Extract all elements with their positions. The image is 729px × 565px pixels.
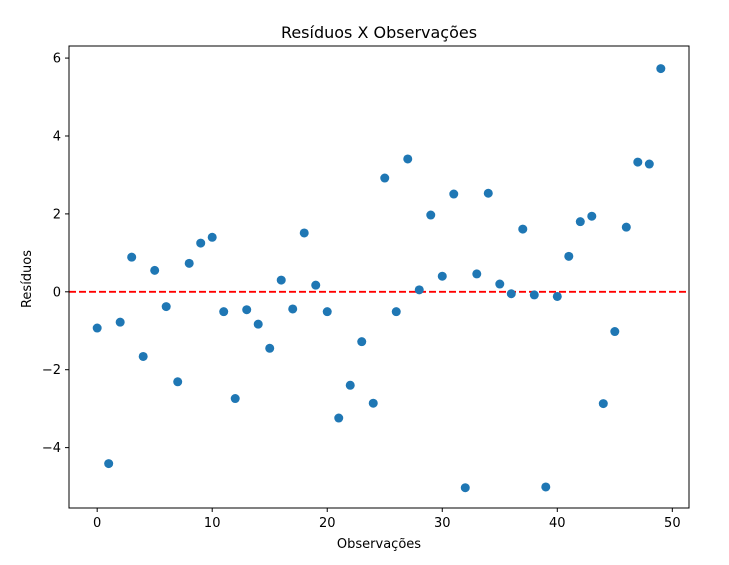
x-tick-label: 0 <box>93 516 101 531</box>
data-point <box>633 157 643 167</box>
data-point <box>357 337 367 347</box>
x-tick-label: 50 <box>664 516 681 531</box>
y-tick-label: 2 <box>53 207 61 222</box>
data-point <box>495 279 505 289</box>
data-point <box>656 64 666 74</box>
data-point <box>242 305 252 315</box>
data-point <box>219 307 229 317</box>
data-point <box>426 210 436 220</box>
data-point <box>380 173 390 183</box>
y-tick-label: −4 <box>42 441 61 456</box>
data-point <box>529 290 539 300</box>
data-point <box>368 398 378 408</box>
data-point <box>173 377 183 387</box>
data-point <box>322 307 332 317</box>
x-tick-label: 30 <box>434 516 451 531</box>
x-axis-label: Observações <box>337 537 421 552</box>
data-point <box>552 291 562 301</box>
data-point <box>92 323 102 333</box>
x-tick-label: 10 <box>204 516 221 531</box>
data-point <box>587 211 597 221</box>
data-point <box>598 399 608 409</box>
data-point <box>115 317 125 327</box>
data-point <box>449 189 459 199</box>
y-tick-label: 6 <box>53 52 61 67</box>
plot-background <box>69 46 689 508</box>
plot-frame <box>68 45 690 509</box>
data-point <box>161 302 171 312</box>
data-point <box>276 275 286 285</box>
data-point <box>196 238 206 248</box>
data-point <box>150 265 160 275</box>
data-point <box>230 394 240 404</box>
data-point <box>127 252 137 262</box>
data-point <box>610 327 620 337</box>
data-point <box>644 159 654 169</box>
data-point <box>345 380 355 390</box>
data-point <box>460 483 470 493</box>
plot-area: 0 10 20 30 40 50 −4 −2 0 2 4 6 <box>42 45 690 531</box>
data-point <box>414 285 424 295</box>
y-tick-label: 0 <box>53 285 61 300</box>
y-tick-label: −2 <box>42 363 61 378</box>
data-point <box>506 289 516 299</box>
data-point <box>253 319 263 329</box>
data-point <box>564 251 574 261</box>
data-point <box>621 222 631 232</box>
y-tick-label: 4 <box>53 129 61 144</box>
data-point <box>437 271 447 281</box>
x-tick-label: 20 <box>319 516 336 531</box>
data-point <box>184 258 194 268</box>
data-point <box>334 413 344 423</box>
data-point <box>207 232 217 242</box>
data-point <box>541 482 551 492</box>
data-point <box>311 280 321 290</box>
data-point <box>518 224 528 234</box>
data-point <box>265 343 275 353</box>
x-tick-label: 40 <box>549 516 566 531</box>
data-point <box>403 154 413 164</box>
data-point <box>391 307 401 317</box>
data-point <box>138 351 148 361</box>
data-point <box>575 217 585 227</box>
data-point <box>288 304 298 314</box>
data-point <box>483 188 493 198</box>
chart-title: Resíduos X Observações <box>281 23 477 42</box>
data-point <box>472 269 482 279</box>
y-axis-label: Resíduos <box>20 250 35 308</box>
data-point <box>104 459 114 469</box>
data-point <box>299 228 309 238</box>
